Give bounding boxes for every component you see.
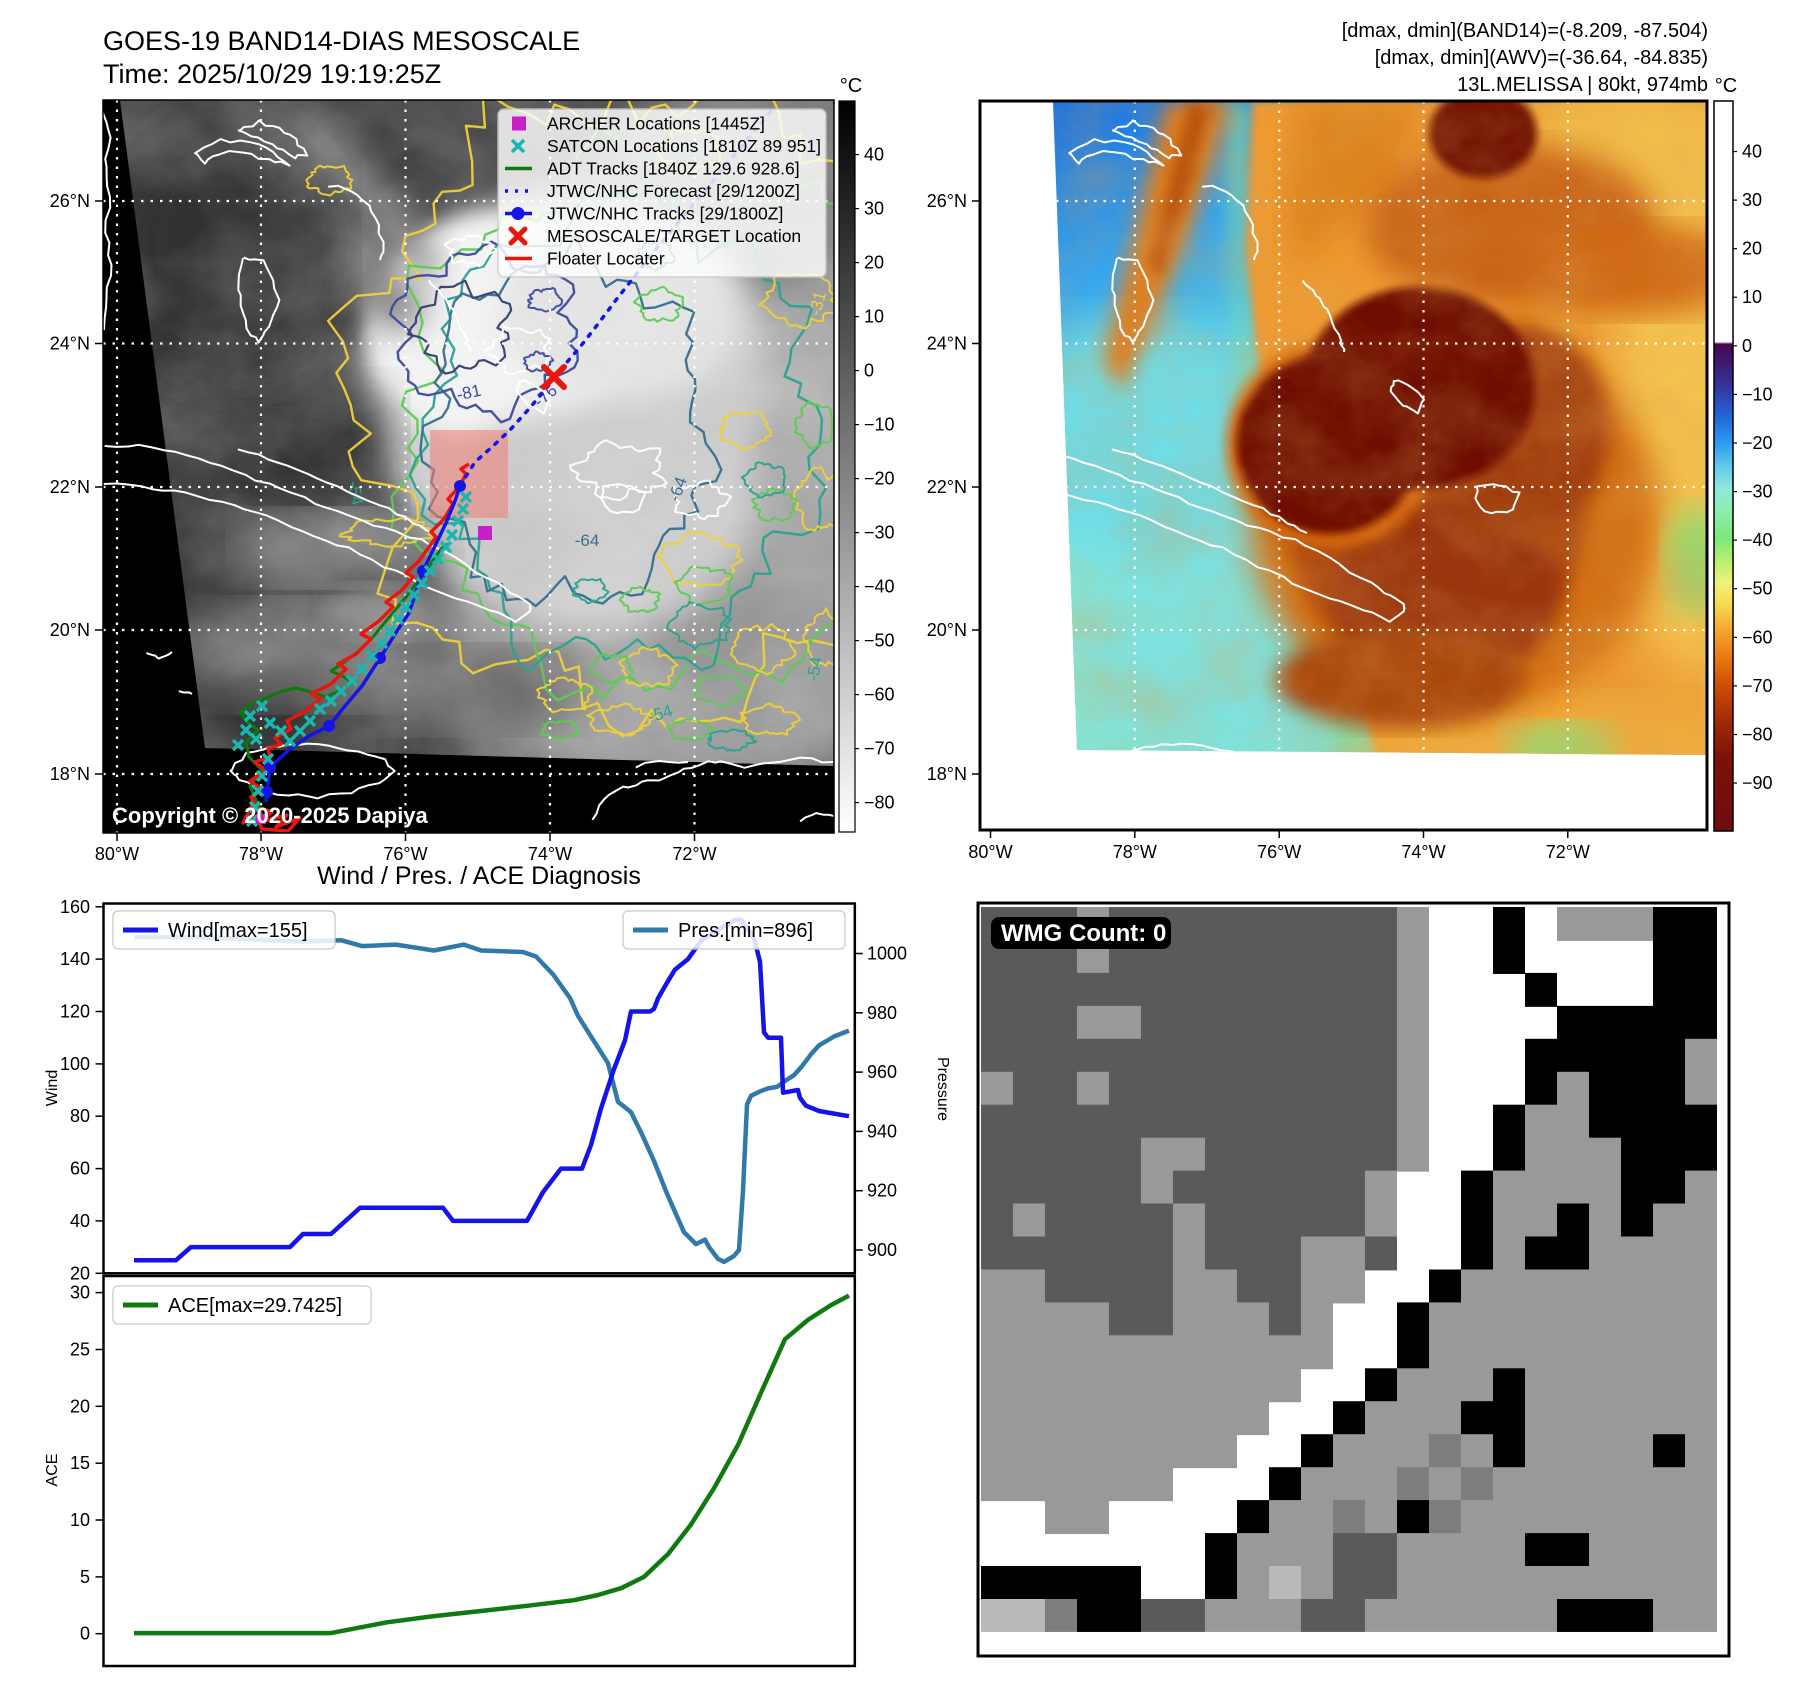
svg-text:72°W: 72°W [672, 844, 716, 864]
svg-text:Time: 2025/10/29 19:19:25Z: Time: 2025/10/29 19:19:25Z [103, 59, 441, 89]
svg-text:−10: −10 [1742, 384, 1773, 404]
svg-text:10: 10 [70, 1510, 90, 1530]
svg-text:76°W: 76°W [383, 844, 427, 864]
svg-text:25: 25 [70, 1340, 90, 1360]
svg-text:-54: -54 [803, 655, 826, 683]
svg-text:30: 30 [1742, 190, 1762, 210]
svg-text:0: 0 [1742, 336, 1752, 356]
svg-text:Copyright © 2020-2025 Dapiya: Copyright © 2020-2025 Dapiya [112, 803, 429, 828]
svg-text:18°N: 18°N [927, 764, 967, 784]
svg-text:40: 40 [1742, 142, 1762, 162]
svg-text:0: 0 [864, 361, 874, 381]
svg-text:Pressure: Pressure [934, 1057, 951, 1121]
svg-text:72°W: 72°W [1546, 842, 1590, 862]
svg-text:°C: °C [840, 75, 862, 97]
svg-text:−40: −40 [1742, 530, 1773, 550]
svg-text:−30: −30 [1742, 482, 1773, 502]
svg-text:10: 10 [864, 307, 884, 327]
svg-text:18°N: 18°N [50, 764, 90, 784]
svg-text:22°N: 22°N [927, 477, 967, 497]
svg-text:960: 960 [867, 1062, 897, 1082]
svg-text:Pres.[min=896]: Pres.[min=896] [678, 920, 813, 942]
svg-text:15: 15 [70, 1453, 90, 1473]
svg-text:20: 20 [864, 253, 884, 273]
svg-text:Wind[max=155]: Wind[max=155] [168, 920, 308, 942]
svg-text:ACE: ACE [44, 1454, 61, 1487]
svg-text:78°W: 78°W [239, 844, 283, 864]
svg-text:24°N: 24°N [927, 334, 967, 354]
svg-text:76°W: 76°W [1257, 842, 1301, 862]
svg-text:940: 940 [867, 1121, 897, 1141]
svg-text:-81: -81 [455, 381, 483, 405]
svg-text:74°W: 74°W [528, 844, 572, 864]
svg-text:100: 100 [60, 1054, 90, 1074]
svg-text:ADT Tracks [1840Z 129.6 928.6]: ADT Tracks [1840Z 129.6 928.6] [547, 159, 800, 179]
svg-text:20: 20 [1742, 239, 1762, 259]
svg-text:JTWC/NHC Tracks [29/1800Z]: JTWC/NHC Tracks [29/1800Z] [547, 204, 783, 224]
svg-text:−90: −90 [1742, 773, 1773, 793]
svg-text:22°N: 22°N [50, 477, 90, 497]
svg-text:Wind: Wind [44, 1070, 61, 1106]
svg-text:80: 80 [70, 1106, 90, 1126]
svg-text:26°N: 26°N [927, 191, 967, 211]
svg-text:[dmax, dmin](BAND14)=(-8.209,: [dmax, dmin](BAND14)=(-8.209, -87.504) [1342, 20, 1708, 42]
svg-text:GOES-19 BAND14-DIAS MESOSCALE: GOES-19 BAND14-DIAS MESOSCALE [103, 26, 580, 56]
svg-text:0: 0 [80, 1624, 90, 1644]
svg-text:30: 30 [70, 1283, 90, 1303]
svg-text:120: 120 [60, 1002, 90, 1022]
svg-text:20: 20 [70, 1396, 90, 1416]
svg-text:980: 980 [867, 1003, 897, 1023]
svg-text:Floater Locater: Floater Locater [547, 249, 665, 269]
svg-text:−50: −50 [1742, 579, 1773, 599]
svg-text:−50: −50 [864, 631, 895, 651]
svg-text:900: 900 [867, 1240, 897, 1260]
svg-text:160: 160 [60, 897, 90, 917]
svg-text:920: 920 [867, 1181, 897, 1201]
svg-text:MESOSCALE/TARGET Location: MESOSCALE/TARGET Location [547, 226, 801, 246]
svg-text:1000: 1000 [867, 944, 907, 964]
svg-text:−20: −20 [864, 469, 895, 489]
svg-text:−60: −60 [1742, 627, 1773, 647]
svg-text:74°W: 74°W [1401, 842, 1445, 862]
svg-text:°C: °C [1715, 75, 1737, 97]
svg-text:140: 140 [60, 949, 90, 969]
svg-text:60: 60 [70, 1159, 90, 1179]
svg-text:20°N: 20°N [50, 620, 90, 640]
svg-text:−20: −20 [1742, 433, 1773, 453]
svg-text:40: 40 [864, 145, 884, 165]
svg-text:SATCON Locations [1810Z 89 951: SATCON Locations [1810Z 89 951] [547, 136, 821, 156]
svg-text:10: 10 [1742, 287, 1762, 307]
svg-text:-64: -64 [575, 531, 600, 550]
svg-text:−70: −70 [1742, 676, 1773, 696]
svg-text:5: 5 [80, 1567, 90, 1587]
svg-text:−80: −80 [864, 793, 895, 813]
svg-text:−40: −40 [864, 577, 895, 597]
svg-text:13L.MELISSA | 80kt, 974mb: 13L.MELISSA | 80kt, 974mb [1457, 74, 1708, 96]
svg-text:80°W: 80°W [968, 842, 1012, 862]
svg-text:Wind / Pres. / ACE Diagnosis: Wind / Pres. / ACE Diagnosis [317, 862, 641, 890]
svg-text:ACE[max=29.7425]: ACE[max=29.7425] [168, 1295, 342, 1317]
svg-text:JTWC/NHC Forecast [29/1200Z]: JTWC/NHC Forecast [29/1200Z] [547, 181, 800, 201]
svg-text:80°W: 80°W [95, 844, 139, 864]
svg-text:26°N: 26°N [50, 191, 90, 211]
svg-text:−30: −30 [864, 523, 895, 543]
svg-text:[dmax, dmin](AWV)=(-36.64, -84: [dmax, dmin](AWV)=(-36.64, -84.835) [1375, 47, 1708, 69]
svg-text:−60: −60 [864, 685, 895, 705]
svg-text:WMG Count: 0: WMG Count: 0 [1001, 920, 1166, 947]
svg-text:40: 40 [70, 1211, 90, 1231]
svg-text:−80: −80 [1742, 725, 1773, 745]
svg-text:ARCHER Locations [1445Z]: ARCHER Locations [1445Z] [547, 114, 765, 134]
svg-text:78°W: 78°W [1113, 842, 1157, 862]
svg-text:20°N: 20°N [927, 620, 967, 640]
svg-text:−10: −10 [864, 415, 895, 435]
svg-text:30: 30 [864, 199, 884, 219]
svg-text:20: 20 [70, 1263, 90, 1283]
svg-text:24°N: 24°N [50, 334, 90, 354]
svg-text:−70: −70 [864, 739, 895, 759]
